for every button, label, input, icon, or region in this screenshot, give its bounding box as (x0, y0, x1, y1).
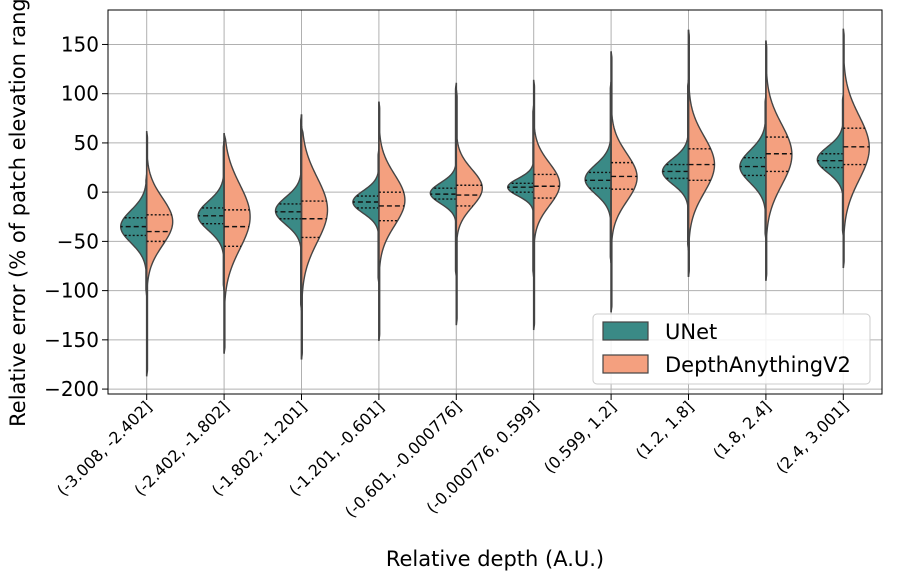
violin-depthanything (223, 132, 251, 354)
violin-unet (661, 79, 690, 251)
violin-depthanything (610, 51, 638, 313)
y-tick-label: 50 (74, 131, 99, 155)
violin-unet (506, 105, 535, 277)
violin-body (842, 28, 871, 269)
violin-unet (429, 82, 458, 277)
violin-body (533, 79, 561, 331)
y-axis-label: Relative error (% of patch elevation ran… (6, 0, 30, 427)
violin-body (506, 105, 535, 277)
violin-body (300, 126, 329, 360)
x-tick-label: (1.2, 1.8] (632, 397, 697, 462)
y-tick-label: 0 (86, 180, 99, 204)
violin-depthanything (145, 131, 174, 377)
violin-depthanything (687, 29, 716, 277)
plot-frame (107, 9, 883, 395)
y-tick-label: −150 (44, 328, 99, 352)
x-tick-label: (1.8, 2.4] (709, 397, 774, 462)
legend: UNet DepthAnythingV2 (592, 313, 871, 385)
legend-swatch-depthanything (602, 354, 649, 374)
x-tick-label: (2.4, 3.001] (772, 397, 852, 477)
violin-body (765, 40, 793, 281)
violin-depthanything (842, 28, 871, 269)
legend-box (592, 313, 871, 385)
violin-depthanything (455, 89, 483, 326)
violin-depthanything (765, 40, 793, 281)
violins (119, 28, 871, 377)
violin-body (687, 29, 716, 277)
violin-depthanything (532, 79, 561, 331)
legend-label-unet: UNet (665, 320, 717, 344)
legend-label-depthanything: DepthAnythingV2 (665, 353, 851, 377)
violin-body (610, 51, 638, 313)
y-tick-label: −200 (44, 377, 99, 401)
y-tick-label: −50 (57, 229, 99, 253)
violin-unet (584, 81, 612, 264)
violin-unet (816, 93, 845, 237)
violin-body (352, 148, 380, 284)
violin-body (455, 89, 483, 326)
y-tick-label: 100 (61, 82, 99, 106)
y-tick-label: −100 (44, 279, 99, 303)
violin-depthanything (378, 101, 406, 341)
violin-unet (197, 140, 225, 291)
x-axis-label: Relative depth (A.U.) (386, 547, 604, 571)
violin-body (739, 95, 767, 240)
violin-body (816, 93, 844, 237)
violin-body (223, 132, 251, 354)
violin-unet (274, 114, 303, 311)
violin-unet (352, 148, 380, 284)
y-axis-ticks: 150 100 50 0 −50 −100 −150 −200 (44, 32, 108, 401)
violin-body (429, 82, 457, 277)
violin-unet (739, 95, 767, 240)
legend-swatch-unet (602, 321, 649, 341)
x-axis-ticks: (-3.008, -2.402](-2.402, -1.802](-1.802,… (53, 394, 852, 521)
y-tick-label: 150 (61, 32, 99, 56)
x-tick-label: (0.599, 1.2] (540, 397, 620, 477)
violin-depthanything (300, 126, 329, 360)
